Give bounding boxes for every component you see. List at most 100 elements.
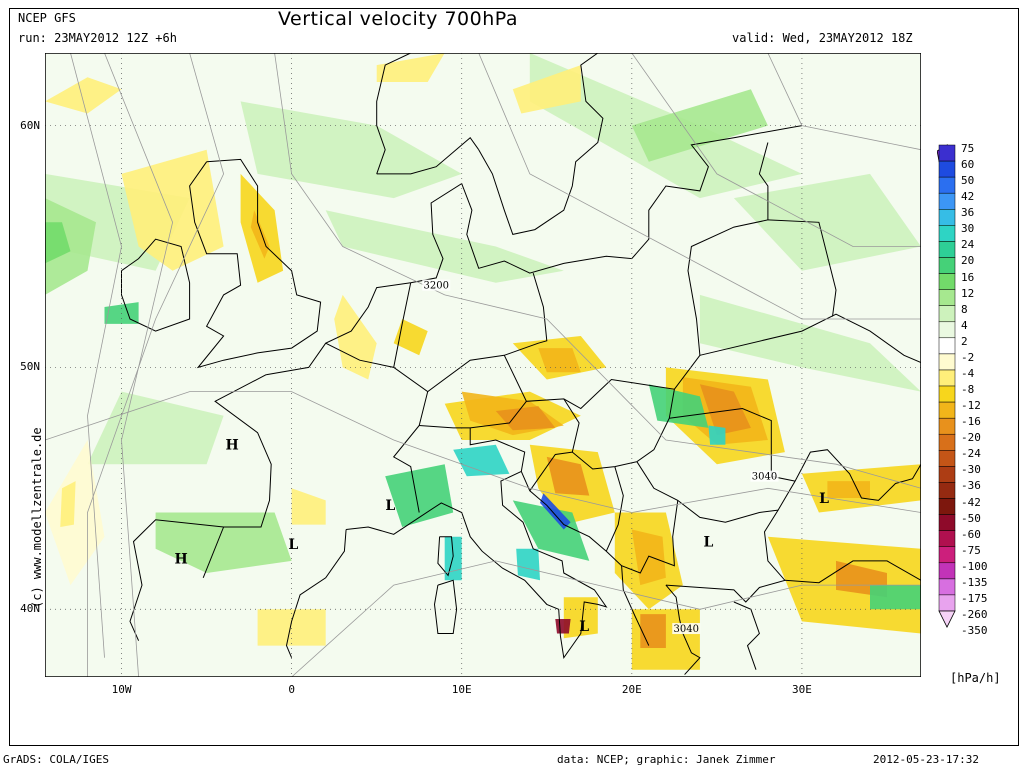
x-tick-label: 0: [288, 683, 295, 696]
geopotential-contour: [274, 53, 921, 489]
x-tick-label: 10E: [451, 683, 472, 696]
colorbar-swatch: [938, 241, 956, 258]
coastline: [733, 601, 760, 670]
geopotential-contour: [767, 53, 921, 151]
colorbar-swatch: [938, 257, 956, 274]
low-pressure-marker: L: [819, 491, 829, 507]
colorbar-swatch: [938, 289, 956, 306]
colorbar-tick-label: -350: [961, 624, 988, 638]
colorbar-swatch: [938, 482, 956, 499]
coastline: [376, 53, 411, 175]
coastline: [202, 526, 225, 578]
coastline: [393, 282, 412, 368]
colorbar-tick-label: 30: [961, 222, 975, 236]
colorbar-swatch: [938, 176, 956, 194]
shading-patch: [87, 391, 224, 465]
footer-credits: data: NCEP; graphic: Janek Zimmer: [557, 753, 776, 766]
shading-patch: [325, 210, 564, 283]
shading-patch: [453, 444, 510, 477]
colorbar-tick-label: -60: [961, 527, 981, 541]
shading-patch: [240, 173, 284, 283]
colorbar-tick-label: 20: [961, 254, 975, 268]
shading-patch: [291, 488, 326, 525]
colorbar-tick-label: -42: [961, 495, 981, 509]
coastline: [376, 136, 480, 175]
colorbar-tick-label: -36: [961, 479, 981, 493]
colorbar-tick-label: 24: [961, 238, 975, 252]
shading-patch: [385, 464, 454, 527]
colorbar-tick-label: -175: [961, 591, 988, 605]
coastline: [669, 407, 796, 482]
colorbar-swatch: [938, 337, 956, 355]
colorbar-tick-label: 8: [961, 302, 968, 316]
model-name: NCEP GFS: [18, 11, 76, 25]
colorbar-swatch: [938, 578, 956, 596]
shading-patch: [121, 149, 224, 271]
colorbar-swatch: [938, 321, 956, 339]
colorbar-tick-label: -8: [961, 383, 975, 397]
colorbar-swatch: [938, 546, 956, 564]
shading-patch: [563, 597, 598, 639]
x-tick-label: 20E: [621, 683, 642, 696]
colorbar-swatch: [938, 450, 956, 467]
colorbar-tick-label: 50: [961, 174, 975, 188]
y-tick-label: 60N: [20, 118, 40, 132]
colorbar-tick-label: 16: [961, 270, 975, 284]
colorbar-tick-label: -20: [961, 431, 981, 445]
colorbar-swatch: [938, 225, 956, 242]
shading-patch: [495, 406, 556, 431]
geopotential-contour: [631, 53, 921, 247]
shading-patch: [827, 481, 870, 498]
coastline: [266, 125, 802, 376]
shading-patch: [334, 294, 377, 380]
colorbar-swatch: [938, 160, 956, 178]
coastline: [325, 342, 429, 513]
geopotential-contour: [104, 53, 174, 677]
shading-patch: [648, 384, 709, 428]
colorbar-tick-label: -135: [961, 575, 988, 589]
colorbar-tick-label: -2: [961, 350, 975, 364]
high-pressure-marker: H: [225, 438, 238, 454]
shading-patch: [555, 619, 571, 634]
coastline: [784, 560, 921, 584]
coastline: [699, 313, 921, 364]
shading-patch: [538, 348, 581, 373]
shading-patch: [155, 512, 292, 573]
colorbar-swatch: [938, 433, 956, 451]
colorbar-tick-label: 60: [961, 158, 975, 172]
x-tick-label: 30E: [791, 683, 812, 696]
colorbar-tick-label: -24: [961, 447, 981, 461]
shading-patch: [45, 77, 122, 114]
coastline: [433, 579, 458, 634]
colorbar: [937, 143, 956, 628]
coastline: [520, 471, 650, 646]
coastline: [529, 451, 573, 492]
shading-patch: [640, 614, 666, 648]
colorbar-swatch: [938, 594, 956, 612]
coastline: [285, 529, 347, 658]
x-tick-label: 10W: [111, 683, 132, 696]
shading-patch: [393, 319, 428, 356]
shading-patch: [540, 493, 571, 530]
colorbar-tick-label: 42: [961, 190, 975, 204]
shading-patch: [45, 222, 71, 264]
shading-patch: [708, 425, 726, 445]
colorbar-swatch: [938, 209, 956, 226]
high-pressure-marker: H: [174, 551, 187, 567]
colorbar-cap-bottom: [938, 610, 956, 628]
colorbar-swatch: [938, 353, 956, 371]
coastline: [346, 470, 608, 660]
valid-time: valid: Wed, 23MAY2012 18Z: [732, 31, 913, 45]
shading-patch: [631, 529, 666, 586]
coastline: [189, 158, 322, 369]
low-pressure-marker: L: [703, 534, 713, 550]
shading-patch: [699, 384, 751, 436]
coastline: [621, 500, 679, 574]
shading-patch: [376, 53, 445, 82]
colorbar-swatch: [938, 273, 956, 290]
coastline: [665, 449, 921, 603]
colorbar-units: [hPa/h]: [950, 671, 1001, 685]
footer-timestamp: 2012-05-23-17:32: [873, 753, 979, 766]
y-tick-label: 40N: [20, 602, 40, 616]
colorbar-tick-label: -260: [961, 608, 988, 621]
